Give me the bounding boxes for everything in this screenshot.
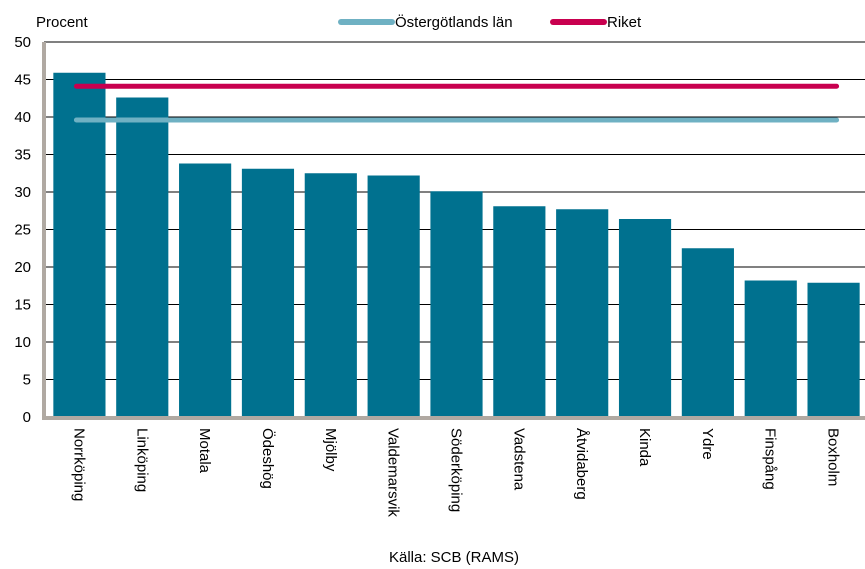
category-label: Ödeshög [259,428,277,489]
category-label: Valdemarsvik [385,428,402,517]
bar [618,219,672,417]
y-tick-label: 40 [14,109,31,126]
y-tick-label: 15 [14,297,31,314]
y-tick-label: 5 [23,372,31,389]
y-tick-label: 50 [14,34,31,51]
bar [430,191,483,417]
bar [367,175,420,417]
category-label: Norrköping [70,428,87,501]
bar [493,206,546,417]
source-label: Källa: SCB (RAMS) [389,549,519,566]
bar [681,248,734,417]
bar [807,282,860,417]
bar [116,97,169,417]
bar [304,173,357,417]
axes [42,42,865,420]
y-tick-label: 10 [14,334,31,351]
category-labels: Norrköping Linköping Motala Ödeshög Mjölby Va… [70,428,841,517]
category-label: Boxholm [825,428,842,486]
bar [556,209,609,417]
category-label: Söderköping [448,428,465,512]
bars [53,72,860,417]
legend: Östergötlands län Riket [338,13,642,31]
category-label: Ydre [699,428,716,460]
y-tick-label: 35 [14,147,31,164]
category-label: Linköping [133,428,150,492]
bar [53,72,106,417]
category-label: Mjölby [322,428,339,472]
y-tick-label: 20 [14,259,31,276]
reference-lines [73,83,840,123]
category-label: Finspång [762,428,779,490]
category-label: Kinda [636,428,653,467]
legend-label-riket: Riket [607,14,642,31]
category-label: Åtvidaberg [573,428,590,500]
category-label: Vadstena [510,428,527,491]
y-tick-labels: 0 5 10 15 20 25 30 35 40 45 50 [14,34,31,426]
category-label: Motala [196,428,213,474]
y-tick-label: 45 [14,72,31,89]
legend-label-ostergotland: Östergötlands län [395,13,513,31]
y-tick-label: 30 [14,184,31,201]
bar [744,280,797,417]
y-axis-unit-label: Procent [36,14,89,31]
bar [179,163,232,417]
bar [241,168,295,417]
y-tick-label: 25 [14,222,31,239]
y-tick-label: 0 [23,409,31,426]
